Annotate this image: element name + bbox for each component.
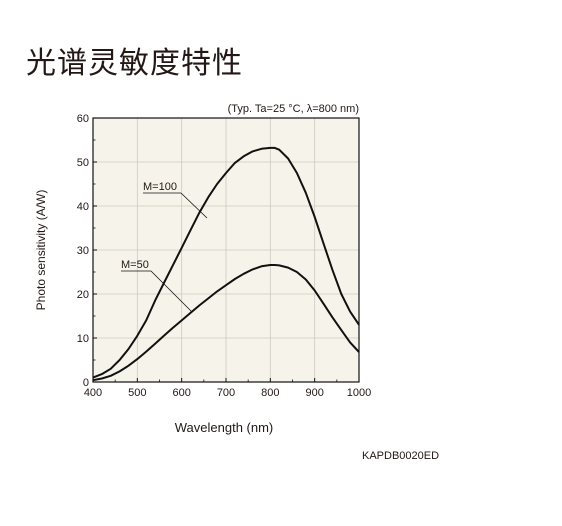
series-group <box>92 146 360 382</box>
tick-labels: 400 500 600 700 800 900 1000 0 10 20 30 40 50 60 <box>77 113 371 399</box>
series-label-m50: M=50 <box>121 259 149 271</box>
figure-code: KAPDB0020ED <box>362 450 440 462</box>
x-tick-label: 1000 <box>347 387 371 399</box>
y-tick-label: 10 <box>77 333 89 345</box>
x-tick-label: 700 <box>217 387 235 399</box>
measurement-conditions: (Typ. Ta=25 °C, λ=800 nm) <box>228 103 359 115</box>
y-axis-label: Photo sensitivity (A/W) <box>34 190 48 311</box>
grid-lines <box>93 118 359 382</box>
plot-frame <box>92 117 360 383</box>
y-tick-label: 0 <box>83 377 89 389</box>
series-label-m100: M=100 <box>143 181 177 193</box>
x-tick-label: 500 <box>128 387 146 399</box>
page-title: 光谱灵敏度特性 <box>26 46 243 81</box>
x-tick-label: 800 <box>261 387 279 399</box>
y-tick-label: 50 <box>77 157 89 169</box>
x-tick-label: 900 <box>305 387 323 399</box>
series-line-m50 <box>92 264 360 382</box>
y-tick-label: 30 <box>77 245 89 257</box>
callout-leader <box>150 270 193 313</box>
y-tick-label: 40 <box>77 201 89 213</box>
y-tick-label: 60 <box>77 113 89 125</box>
x-tick-label: 600 <box>172 387 190 399</box>
y-tick-label: 20 <box>77 289 89 301</box>
callout-leader <box>180 192 208 219</box>
x-axis-label: Wavelength (nm) <box>175 420 274 435</box>
x-tick-label: 400 <box>84 387 102 399</box>
series-annotations: M=100 M=50 <box>121 181 208 313</box>
series-line-m100 <box>92 146 360 379</box>
